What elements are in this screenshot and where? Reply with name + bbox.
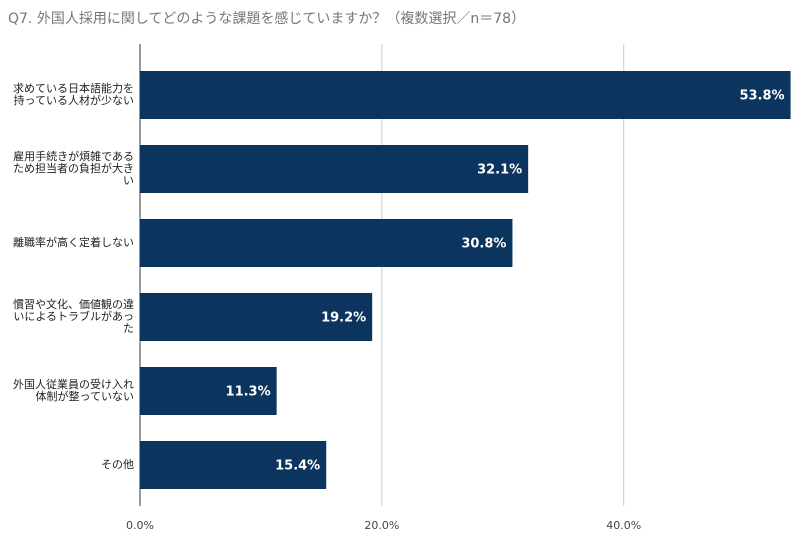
- x-tick-label: 40.0%: [606, 519, 641, 532]
- y-tick-label: 離職率が高く定着しない: [13, 236, 134, 249]
- value-label: 53.8%: [739, 89, 784, 104]
- y-tick-label: 慣習や文化、価値観の違いによるトラブルがあった: [13, 298, 134, 335]
- bar: [140, 441, 327, 489]
- x-tick-label: 0.0%: [126, 519, 154, 532]
- bar: [140, 293, 373, 341]
- y-tick-label: 外国人従業員の受け入れ体制が整っていない: [13, 378, 134, 403]
- bar: [140, 367, 277, 415]
- bar: [140, 71, 791, 119]
- value-label: 32.1%: [477, 163, 522, 178]
- bar: [140, 145, 529, 193]
- y-tick-label: 求めている日本語能力を持っている人材が少ない: [13, 82, 134, 107]
- x-tick-label: 20.0%: [364, 519, 399, 532]
- y-tick-label: 雇用手続きが煩雑であるため担当者の負担が大きい: [13, 150, 134, 187]
- value-label: 19.2%: [321, 311, 366, 326]
- y-tick-label: その他: [101, 458, 134, 471]
- chart-title: Q7. 外国人採用に関してどのような課題を感じていますか？（複数選択／n＝78）: [8, 11, 526, 27]
- value-label: 30.8%: [461, 237, 506, 252]
- value-label: 15.4%: [275, 459, 320, 474]
- bar: [140, 219, 513, 267]
- value-label: 11.3%: [226, 385, 271, 400]
